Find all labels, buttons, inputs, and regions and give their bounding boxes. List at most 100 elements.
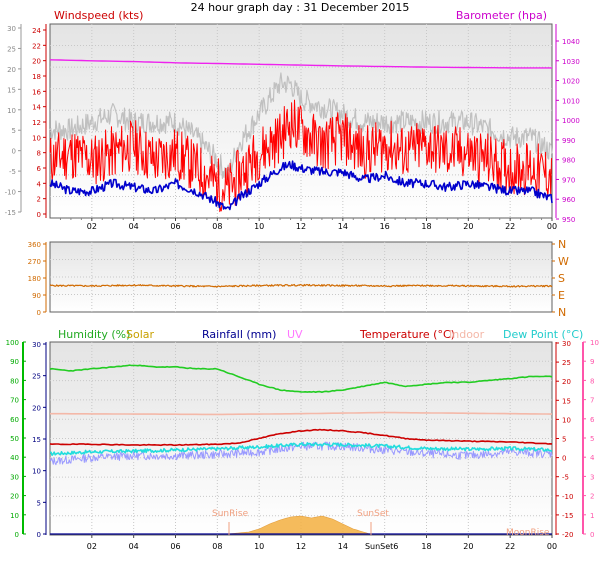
windspeed-label: 16 <box>32 88 41 96</box>
temperature-label: 5 <box>562 436 566 444</box>
humidity-label: 70 <box>10 397 19 405</box>
uv-label: 4 <box>590 454 595 462</box>
wind-direction-plot-area <box>49 241 553 313</box>
x-tick-label: 14 <box>338 542 348 551</box>
average-wind-series <box>49 160 553 211</box>
compass-label: E <box>558 289 565 302</box>
windspeed-label: 24 <box>32 27 41 35</box>
wind-pressure-series <box>49 59 553 213</box>
barometer-label: 1030 <box>562 58 580 66</box>
barometer-axis: 1040 1030 1020 1010 1000 990 980 970 960 950 <box>555 24 580 224</box>
x-tick-label: 00 <box>547 542 557 551</box>
windspeed-label: 12 <box>32 119 41 127</box>
far-left-tick-label: -15 <box>5 209 16 217</box>
barometer-label: 950 <box>562 216 575 224</box>
windspeed-axis-label: Windspeed (kts) <box>54 9 143 22</box>
barometer-label: 1010 <box>562 97 580 105</box>
uv-label: 6 <box>590 416 595 424</box>
humidity-label: 20 <box>10 493 19 501</box>
direction-label: 90 <box>32 292 41 300</box>
barometer-label: 1020 <box>562 78 580 86</box>
windspeed-series <box>49 99 552 213</box>
uv-label: 0 <box>590 531 594 539</box>
wind-direction-series <box>49 283 553 288</box>
temperature-label: 10 <box>562 416 571 424</box>
uv-label: 8 <box>590 377 594 385</box>
x-tick-label: 18 <box>421 542 431 551</box>
x-tick-label: 14 <box>338 222 348 231</box>
temperature-humidity-series <box>49 364 553 535</box>
x-tick-label: 08 <box>212 222 222 231</box>
barometer-label: 970 <box>562 176 575 184</box>
compass-label: N <box>558 306 566 319</box>
x-tick-label: 22 <box>505 542 515 551</box>
humidity-label: 10 <box>10 512 19 520</box>
compass-label: W <box>558 255 569 268</box>
sunset-tick-label: SunSet6 <box>365 542 398 551</box>
x-tick-label: 02 <box>87 222 97 231</box>
temperature-label: 30 <box>562 340 571 348</box>
windspeed-label: 6 <box>37 165 42 173</box>
rainfall-label: 15 <box>32 436 41 444</box>
x-tick-label: 08 <box>212 542 222 551</box>
uv-label: 9 <box>590 358 594 366</box>
windspeed-label: 4 <box>37 180 42 188</box>
x-tick-label: 12 <box>296 542 306 551</box>
windspeed-label: 22 <box>32 42 41 50</box>
direction-label: 360 <box>28 241 41 249</box>
far-left-tick-label: -5 <box>9 168 16 176</box>
windspeed-label: 8 <box>37 150 41 158</box>
x-tick-label: 10 <box>254 222 264 231</box>
far-left-tick-label: 30 <box>7 25 16 33</box>
windspeed-label: 18 <box>32 73 41 81</box>
panel1-far-left-axis: 30 25 20 15 10 5 0 -5 -10 -15 <box>5 24 22 217</box>
rainfall-axis: 30 25 20 15 10 5 0 <box>32 341 47 539</box>
uv-label: 10 <box>590 339 599 347</box>
x-tick-label: 16 <box>380 222 390 231</box>
humidity-label: 0 <box>15 531 19 539</box>
far-left-tick-label: -10 <box>5 189 16 197</box>
windspeed-label: 2 <box>37 196 41 204</box>
temperature-label: -20 <box>562 531 573 539</box>
humidity-label: 50 <box>10 435 19 443</box>
x-tick-label: 00 <box>547 222 557 231</box>
solar-legend: Solar <box>126 328 155 341</box>
uv-legend: UV <box>287 328 303 341</box>
x-tick-label: 06 <box>170 542 180 551</box>
direction-label: 270 <box>28 258 41 266</box>
sunset-label: SunSet <box>357 509 389 519</box>
rainfall-label: 0 <box>37 531 41 539</box>
compass-label: N <box>558 238 566 251</box>
dewpoint-legend: Dew Point (°C) <box>503 328 583 341</box>
x-tick-label: 20 <box>463 542 473 551</box>
x-tick-label: 10 <box>254 542 264 551</box>
barometer-label: 960 <box>562 196 575 204</box>
temperature-label: -10 <box>562 493 573 501</box>
rainfall-legend: Rainfall (mm) <box>202 328 276 341</box>
humidity-legend: Humidity (%) <box>58 328 130 341</box>
temperature-legend: Temperature (°C) <box>359 328 455 341</box>
x-tick-label: 20 <box>463 222 473 231</box>
temperature-label: 20 <box>562 378 571 386</box>
x-tick-label: 02 <box>87 542 97 551</box>
temperature-label: 25 <box>562 359 571 367</box>
humidity-label: 90 <box>10 358 19 366</box>
windspeed-label: 10 <box>32 134 41 142</box>
rainfall-label: 30 <box>32 341 41 349</box>
moonrise-label: MoonRise <box>506 528 550 538</box>
temperature-label: -15 <box>562 512 573 520</box>
barometer-label: 1040 <box>562 38 580 46</box>
x-tick-label: 22 <box>505 222 515 231</box>
temperature-label: 15 <box>562 397 571 405</box>
rainfall-label: 5 <box>37 499 41 507</box>
gust-series <box>49 72 553 181</box>
graph-title: 24 hour graph day : 31 December 2015 <box>191 1 410 14</box>
direction-label: 0 <box>37 309 41 317</box>
direction-label: 180 <box>28 275 41 283</box>
barometer-label: 1000 <box>562 117 580 125</box>
indoor-series <box>50 411 553 416</box>
rainfall-label: 25 <box>32 373 41 381</box>
